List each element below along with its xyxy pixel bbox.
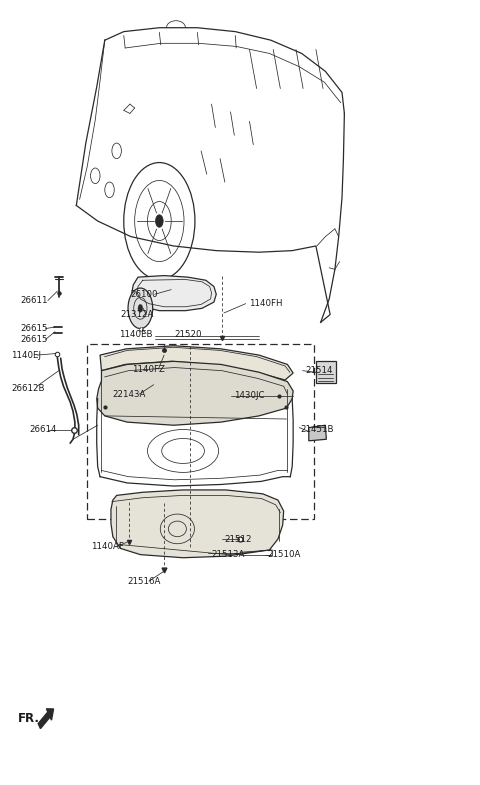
Polygon shape (100, 345, 293, 380)
Text: 26614: 26614 (29, 425, 56, 434)
FancyArrow shape (38, 709, 54, 728)
Text: FR.: FR. (18, 712, 40, 725)
Text: 21520: 21520 (175, 330, 202, 339)
Text: 26615: 26615 (21, 324, 48, 333)
Circle shape (156, 215, 163, 228)
Text: 1140FZ: 1140FZ (132, 364, 165, 374)
Text: 26100: 26100 (130, 290, 157, 299)
Text: 1140EJ: 1140EJ (12, 351, 41, 360)
Text: 21510A: 21510A (267, 550, 301, 559)
Text: 26612B: 26612B (12, 384, 45, 393)
Text: 21512: 21512 (225, 535, 252, 543)
Polygon shape (132, 276, 216, 311)
Text: 1430JC: 1430JC (234, 391, 265, 400)
Polygon shape (96, 361, 293, 425)
Text: 26615: 26615 (21, 335, 48, 344)
Text: 26611: 26611 (21, 296, 48, 305)
Polygon shape (309, 425, 326, 441)
Polygon shape (111, 490, 284, 557)
Circle shape (138, 305, 143, 312)
Circle shape (128, 288, 153, 329)
Text: 21451B: 21451B (301, 425, 334, 434)
Text: 1140AF: 1140AF (91, 542, 123, 551)
Bar (316, 361, 336, 383)
Text: 21312A: 21312A (120, 310, 154, 319)
Text: 21516A: 21516A (127, 577, 160, 586)
Text: 21513A: 21513A (212, 550, 245, 559)
Text: 1140FH: 1140FH (249, 299, 282, 309)
Text: 21514: 21514 (305, 366, 333, 375)
Text: 22143A: 22143A (112, 389, 145, 399)
Text: 1140EB: 1140EB (119, 330, 153, 339)
